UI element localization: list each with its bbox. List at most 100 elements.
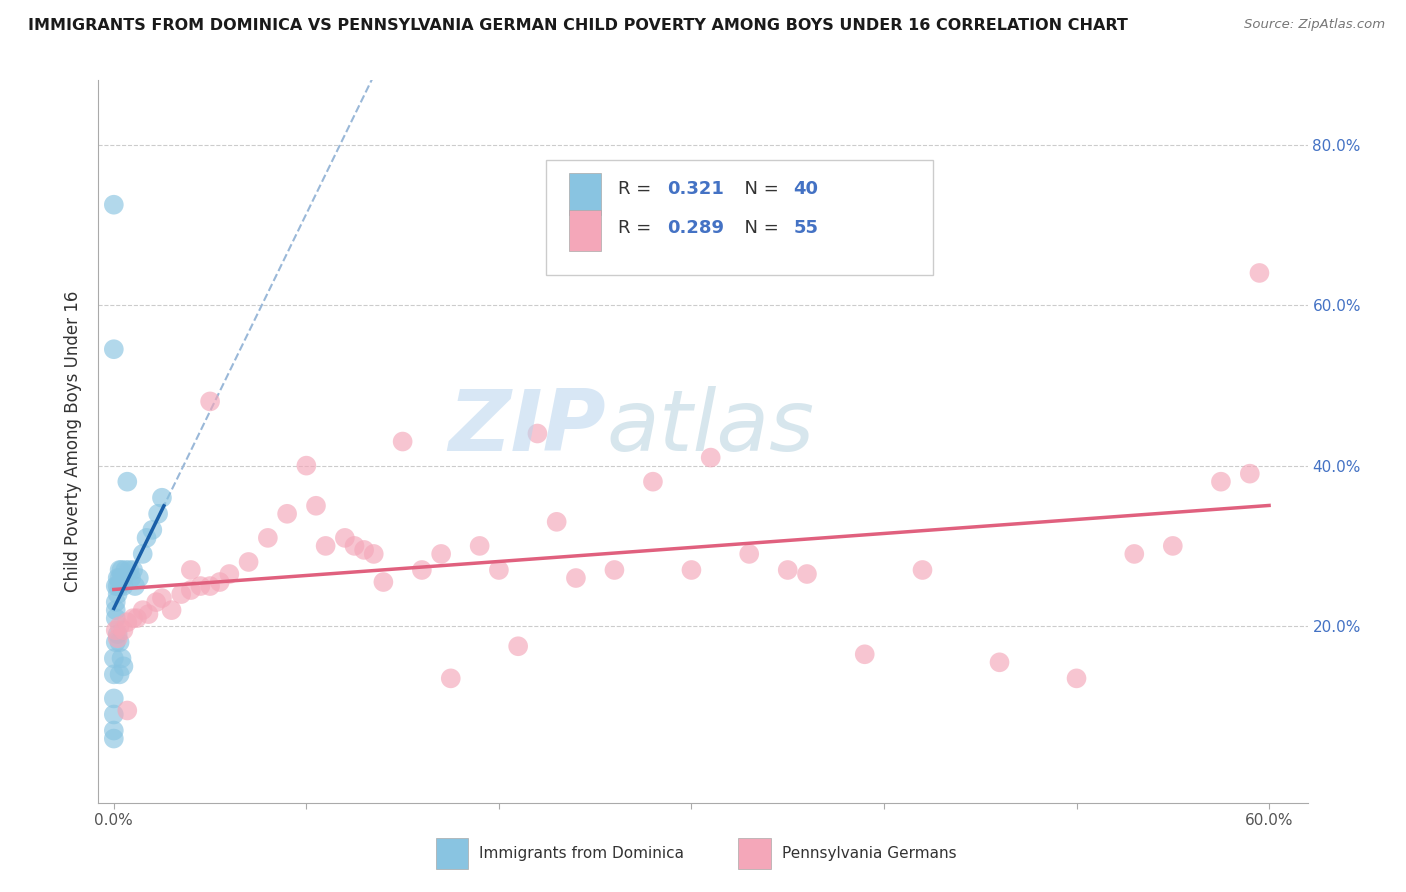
Point: [1123, 547, 1146, 561]
Text: 40: 40: [794, 179, 818, 198]
Point: [104, 635, 127, 649]
Point: [122, 563, 145, 577]
Point: [131, 547, 153, 561]
Point: [103, 197, 125, 211]
Point: [117, 703, 139, 717]
Point: [776, 563, 799, 577]
Point: [276, 507, 298, 521]
Point: [565, 571, 588, 585]
Point: [103, 731, 125, 746]
Point: [150, 591, 173, 606]
Point: [138, 607, 160, 621]
Point: [641, 475, 664, 489]
Point: [108, 579, 131, 593]
Point: [988, 655, 1011, 669]
Point: [112, 659, 135, 673]
Point: [170, 587, 193, 601]
Point: [468, 539, 491, 553]
Point: [198, 394, 221, 409]
Point: [124, 579, 146, 593]
Point: [117, 615, 139, 630]
Point: [117, 475, 139, 489]
Point: [104, 595, 127, 609]
Text: IMMIGRANTS FROM DOMINICA VS PENNSYLVANIA GERMAN CHILD POVERTY AMONG BOYS UNDER 1: IMMIGRANTS FROM DOMINICA VS PENNSYLVANIA…: [28, 18, 1128, 33]
Point: [122, 611, 145, 625]
Point: [108, 635, 131, 649]
Point: [103, 651, 125, 665]
Text: 0.321: 0.321: [666, 179, 724, 198]
Text: Source: ZipAtlas.com: Source: ZipAtlas.com: [1244, 18, 1385, 31]
Point: [107, 579, 129, 593]
Text: Pennsylvania Germans: Pennsylvania Germans: [782, 846, 956, 861]
Point: [1249, 266, 1271, 280]
Point: [160, 603, 183, 617]
Point: [120, 571, 142, 585]
Point: [110, 563, 132, 577]
Point: [108, 667, 131, 681]
Text: ZIP: ZIP: [449, 385, 606, 468]
Point: [110, 571, 132, 585]
Text: N =: N =: [734, 219, 785, 237]
Point: [146, 507, 169, 521]
Point: [107, 571, 129, 585]
Point: [103, 723, 125, 738]
Text: 0.289: 0.289: [666, 219, 724, 237]
FancyBboxPatch shape: [546, 160, 932, 276]
Point: [681, 563, 703, 577]
Point: [190, 579, 212, 593]
Point: [141, 523, 163, 537]
FancyBboxPatch shape: [436, 838, 468, 869]
Text: N =: N =: [734, 179, 785, 198]
Point: [180, 563, 202, 577]
Y-axis label: Child Poverty Among Boys Under 16: Child Poverty Among Boys Under 16: [65, 291, 83, 592]
Point: [112, 571, 135, 585]
Point: [1066, 671, 1088, 685]
Point: [208, 574, 231, 589]
Point: [131, 603, 153, 617]
Point: [110, 651, 132, 665]
Text: atlas: atlas: [606, 385, 814, 468]
Point: [391, 434, 413, 449]
Point: [145, 595, 167, 609]
Point: [508, 639, 530, 653]
Point: [238, 555, 260, 569]
Point: [108, 619, 131, 633]
Point: [911, 563, 934, 577]
Point: [150, 491, 173, 505]
Point: [180, 583, 202, 598]
FancyBboxPatch shape: [569, 173, 602, 215]
Point: [1239, 467, 1261, 481]
Point: [104, 579, 127, 593]
Point: [118, 563, 141, 577]
Point: [128, 571, 150, 585]
Point: [112, 623, 135, 637]
Point: [108, 563, 131, 577]
Point: [103, 707, 125, 722]
Point: [343, 539, 366, 553]
Point: [107, 587, 129, 601]
Point: [107, 627, 129, 641]
Point: [112, 579, 135, 593]
Point: [198, 579, 221, 593]
Text: Immigrants from Dominica: Immigrants from Dominica: [479, 846, 685, 861]
Point: [738, 547, 761, 561]
Point: [315, 539, 337, 553]
Point: [125, 611, 148, 625]
Point: [603, 563, 626, 577]
Text: 55: 55: [794, 219, 818, 237]
Point: [353, 542, 375, 557]
Point: [546, 515, 568, 529]
Point: [305, 499, 328, 513]
Text: R =: R =: [619, 179, 658, 198]
Point: [104, 623, 127, 637]
Point: [526, 426, 548, 441]
FancyBboxPatch shape: [738, 838, 770, 869]
Point: [333, 531, 356, 545]
Point: [103, 691, 125, 706]
Point: [853, 648, 876, 662]
Point: [103, 667, 125, 681]
Point: [135, 531, 157, 545]
Point: [103, 342, 125, 356]
Point: [104, 611, 127, 625]
Point: [104, 603, 127, 617]
